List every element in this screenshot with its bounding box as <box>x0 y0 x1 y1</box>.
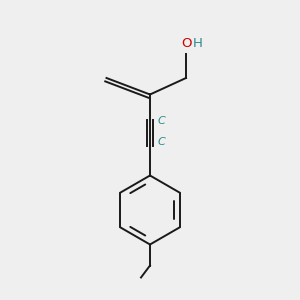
Text: C: C <box>158 137 165 147</box>
Text: O: O <box>181 37 192 50</box>
Text: C: C <box>158 116 165 126</box>
Text: H: H <box>193 37 203 50</box>
